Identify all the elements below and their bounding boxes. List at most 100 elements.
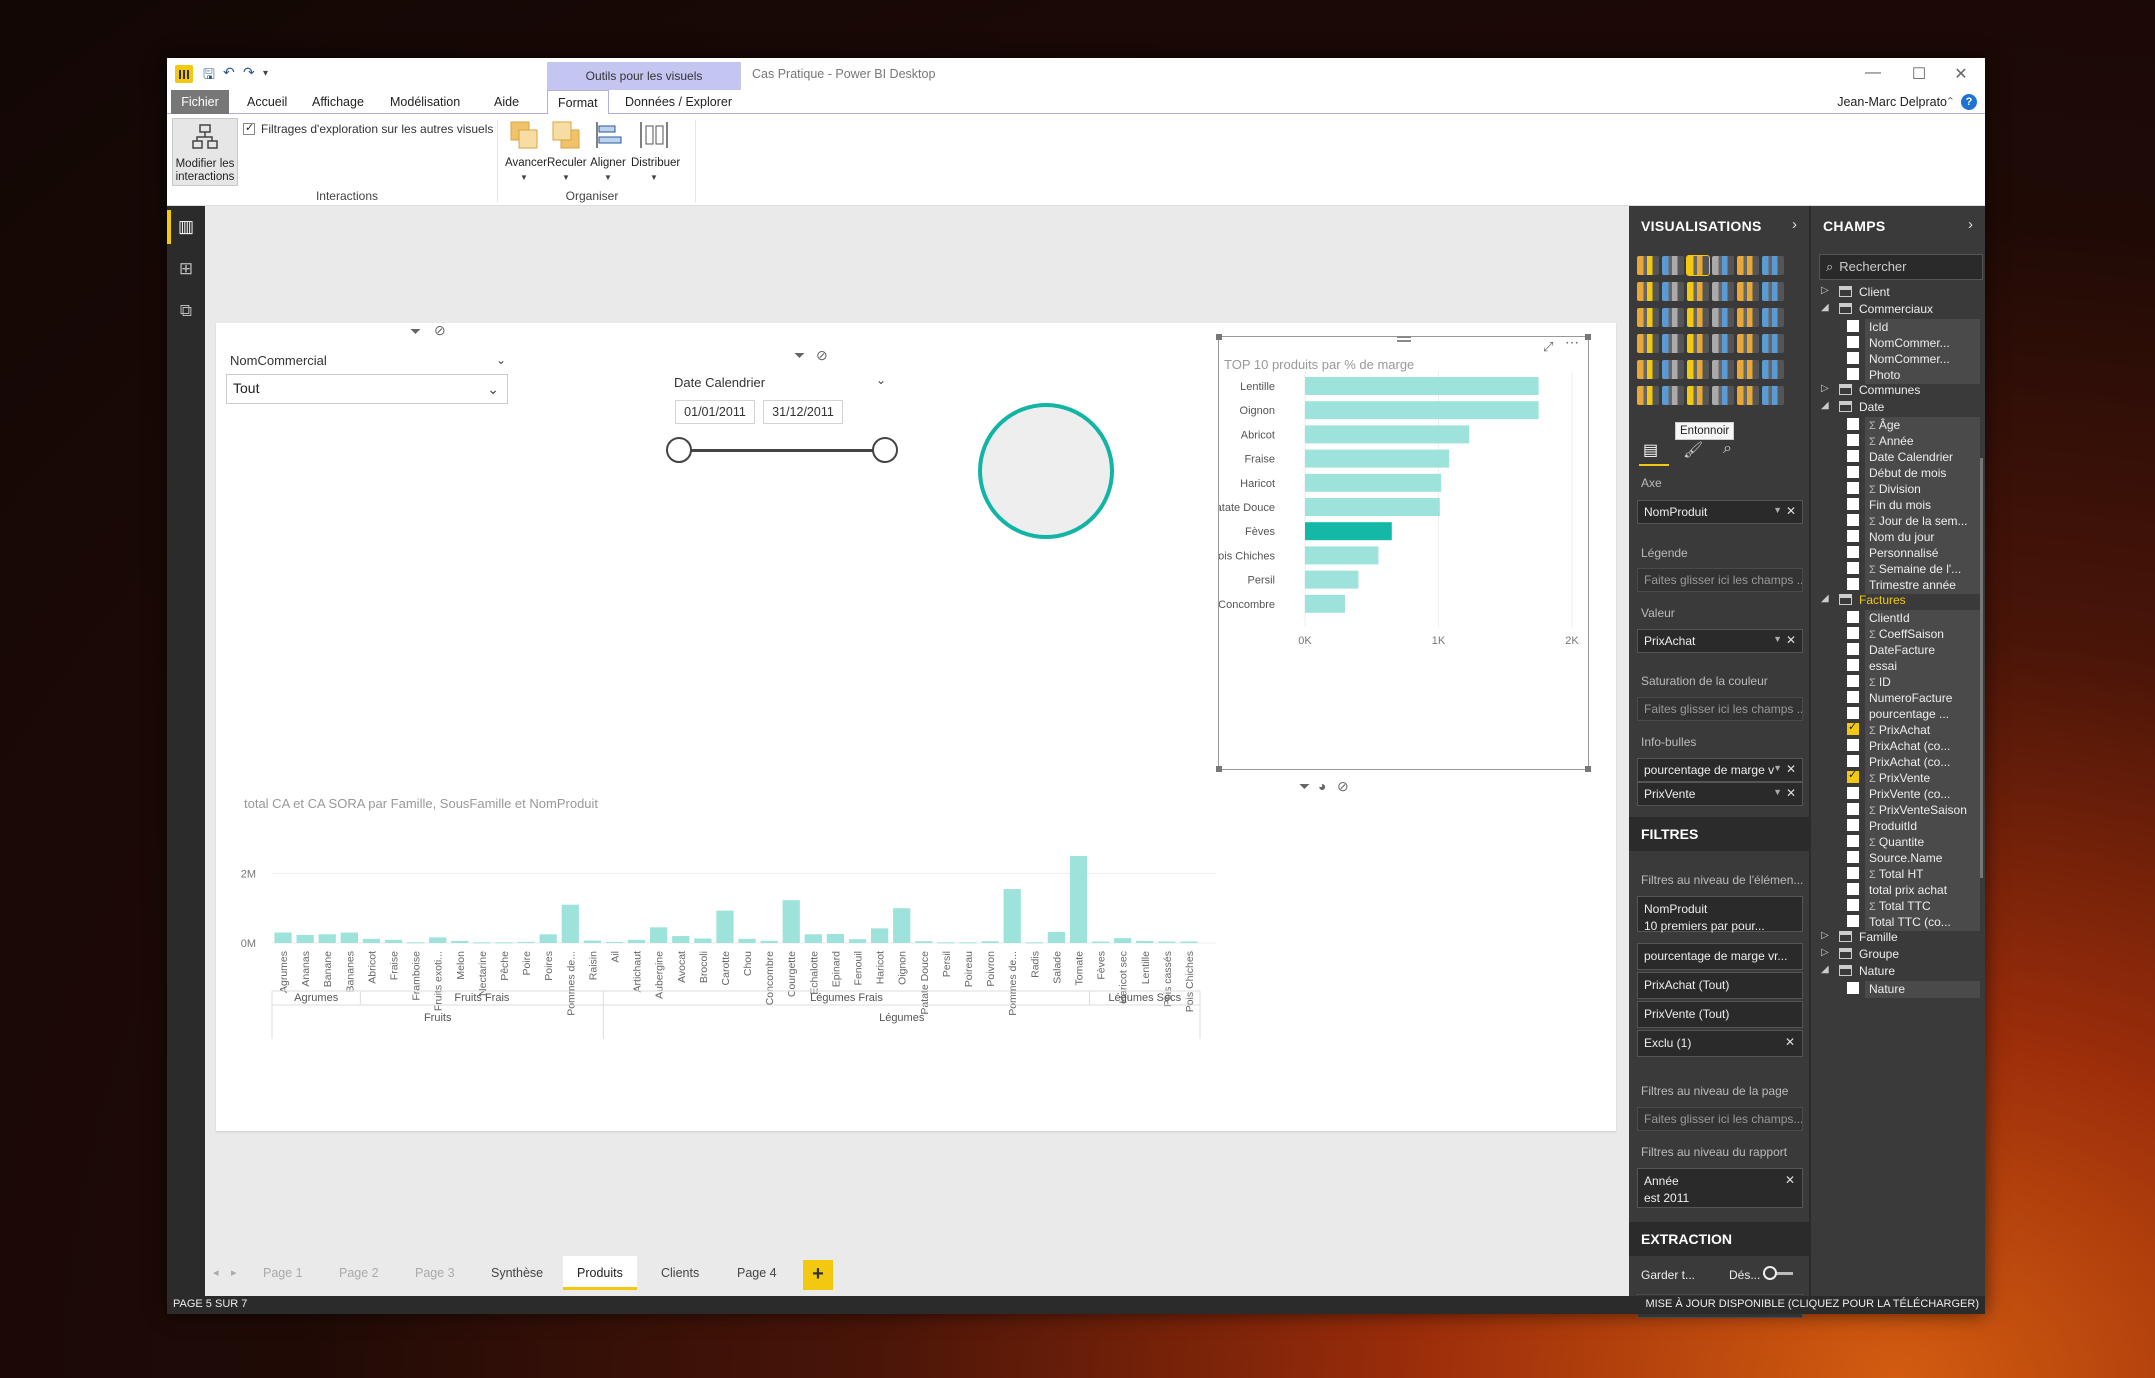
column[interactable] xyxy=(539,934,557,943)
visual-type-icon[interactable] xyxy=(1637,386,1659,405)
column[interactable] xyxy=(340,932,358,943)
field-checkbox[interactable] xyxy=(1847,578,1859,590)
well-infobulles-1[interactable]: pourcentage de marge v ▼ ✕ xyxy=(1637,758,1803,782)
minimize-icon[interactable]: — xyxy=(1865,64,1881,81)
chevron-down-icon[interactable]: ▼ xyxy=(1773,787,1782,797)
visual-type-icon[interactable] xyxy=(1662,360,1684,379)
page-filter-dropzone[interactable]: Faites glisser ici les champs... xyxy=(1637,1107,1803,1131)
field-item[interactable]: DateFacture xyxy=(1811,639,1981,659)
visual-type-icon[interactable] xyxy=(1712,256,1734,275)
field-item[interactable]: PrixVente (co... xyxy=(1811,783,1981,803)
visual-type-icon[interactable] xyxy=(1712,282,1734,301)
help-icon[interactable]: ? xyxy=(1961,94,1977,110)
field-checkbox[interactable] xyxy=(1847,867,1859,879)
update-notice[interactable]: MISE À JOUR DISPONIBLE (CLIQUEZ POUR LA … xyxy=(1645,1298,1979,1310)
column[interactable] xyxy=(296,934,314,943)
bar[interactable] xyxy=(1305,546,1379,565)
tab-modelisation[interactable]: Modélisation xyxy=(390,95,461,109)
visual-type-icon[interactable] xyxy=(1737,308,1759,327)
next-page-icon[interactable]: ▸ xyxy=(231,1267,237,1279)
filter-icon[interactable]: ⏷ xyxy=(1299,778,1311,794)
donut-chart[interactable] xyxy=(978,403,1114,539)
tab-aide[interactable]: Aide xyxy=(494,95,520,109)
field-checkbox[interactable] xyxy=(1847,498,1859,510)
visual-type-icon[interactable] xyxy=(1662,334,1684,353)
date-slider-track[interactable] xyxy=(679,449,883,452)
date-end-input[interactable]: 31/12/2011 xyxy=(763,400,843,424)
focus-mode-icon[interactable]: ⤢ xyxy=(1543,339,1554,354)
column[interactable] xyxy=(1091,941,1110,943)
field-checkbox[interactable] xyxy=(1847,466,1859,478)
filter-card-nomproduit[interactable]: NomProduit 10 premiers par pour... xyxy=(1637,896,1803,933)
field-checkbox[interactable] xyxy=(1847,368,1859,380)
column[interactable] xyxy=(1180,941,1198,943)
field-checkbox[interactable] xyxy=(1847,755,1859,767)
field-item[interactable]: total prix achat xyxy=(1811,879,1981,899)
column[interactable] xyxy=(760,940,778,943)
drag-handle-icon[interactable] xyxy=(1397,336,1411,342)
page-tab[interactable]: Page 4 xyxy=(737,1266,777,1280)
close-icon[interactable]: ✕ xyxy=(1954,66,1968,83)
field-item[interactable]: Date Calendrier xyxy=(1811,446,1981,466)
page-tab[interactable]: Page 1 xyxy=(263,1266,303,1280)
tab-fichier[interactable]: Fichier xyxy=(171,90,229,114)
prev-page-icon[interactable]: ◂ xyxy=(213,1267,219,1279)
bar[interactable] xyxy=(1305,401,1539,420)
visual-type-icon[interactable] xyxy=(1712,334,1734,353)
visual-type-icon[interactable] xyxy=(1737,386,1759,405)
column[interactable] xyxy=(871,928,889,943)
align-button[interactable]: Aligner ▼ xyxy=(589,120,627,184)
field-item[interactable]: Σ PrixVenteSaison xyxy=(1811,799,1981,819)
field-item[interactable]: Σ Semaine de l'... xyxy=(1811,558,1981,578)
collapse-ribbon-icon[interactable]: ⌃ xyxy=(1945,96,1955,108)
column[interactable] xyxy=(561,904,579,943)
expand-icon[interactable]: ▷ xyxy=(1821,285,1829,296)
field-item[interactable]: NumeroFacture xyxy=(1811,687,1981,707)
collapse-icon[interactable]: ◢ xyxy=(1821,593,1829,604)
column[interactable] xyxy=(605,941,624,943)
page-tab[interactable]: Page 3 xyxy=(415,1266,455,1280)
column[interactable] xyxy=(451,940,469,943)
visual-type-icon[interactable] xyxy=(1637,360,1659,379)
field-checkbox[interactable] xyxy=(1847,352,1859,364)
field-table[interactable]: ▷ Groupe xyxy=(1811,944,1981,964)
column[interactable] xyxy=(318,934,336,943)
visual-type-icon[interactable] xyxy=(1686,255,1710,276)
resize-handle[interactable] xyxy=(1216,766,1222,772)
maximize-icon[interactable]: ☐ xyxy=(1911,66,1927,83)
undo-icon[interactable]: ↶ xyxy=(223,64,235,80)
field-table[interactable]: ◢ Factures xyxy=(1811,590,1981,610)
analytics-tab-icon[interactable]: ⌕ xyxy=(1723,440,1732,457)
column[interactable] xyxy=(959,942,977,944)
visual-type-icon[interactable] xyxy=(1737,334,1759,353)
add-page-button[interactable]: + xyxy=(803,1260,833,1290)
tab-donnees-explorer[interactable]: Données / Explorer xyxy=(625,95,733,109)
column[interactable] xyxy=(716,910,734,943)
column[interactable] xyxy=(937,942,955,944)
column[interactable] xyxy=(274,932,292,943)
nomcommercial-dropdown[interactable]: Tout ⌄ xyxy=(226,374,508,404)
visual-type-icon[interactable] xyxy=(1687,334,1709,353)
field-checkbox[interactable] xyxy=(1847,659,1859,671)
visual-type-icon[interactable] xyxy=(1687,360,1709,379)
field-item[interactable]: Trimestre année xyxy=(1811,574,1981,594)
collapse-icon[interactable]: ◢ xyxy=(1821,964,1829,975)
well-axe[interactable]: NomProduit ▼ ✕ xyxy=(1637,500,1803,524)
field-checkbox[interactable] xyxy=(1847,691,1859,703)
field-checkbox[interactable] xyxy=(1847,851,1859,863)
field-checkbox[interactable] xyxy=(1847,643,1859,655)
field-item[interactable]: Σ Total HT xyxy=(1811,863,1981,883)
column[interactable] xyxy=(384,939,403,943)
column[interactable] xyxy=(804,934,822,943)
visual-type-icon[interactable] xyxy=(1637,256,1659,275)
filter-card-prixachat[interactable]: PrixAchat (Tout) xyxy=(1637,972,1803,999)
field-item[interactable]: Nature xyxy=(1811,978,1981,998)
visual-type-icon[interactable] xyxy=(1662,308,1684,327)
chevron-down-icon[interactable]: ⌄ xyxy=(876,373,887,387)
tab-accueil[interactable]: Accueil xyxy=(247,95,288,109)
visual-type-icon[interactable] xyxy=(1737,360,1759,379)
field-item[interactable]: essai xyxy=(1811,655,1981,675)
bar[interactable] xyxy=(1305,570,1359,589)
field-item[interactable]: Σ Année xyxy=(1811,430,1981,450)
